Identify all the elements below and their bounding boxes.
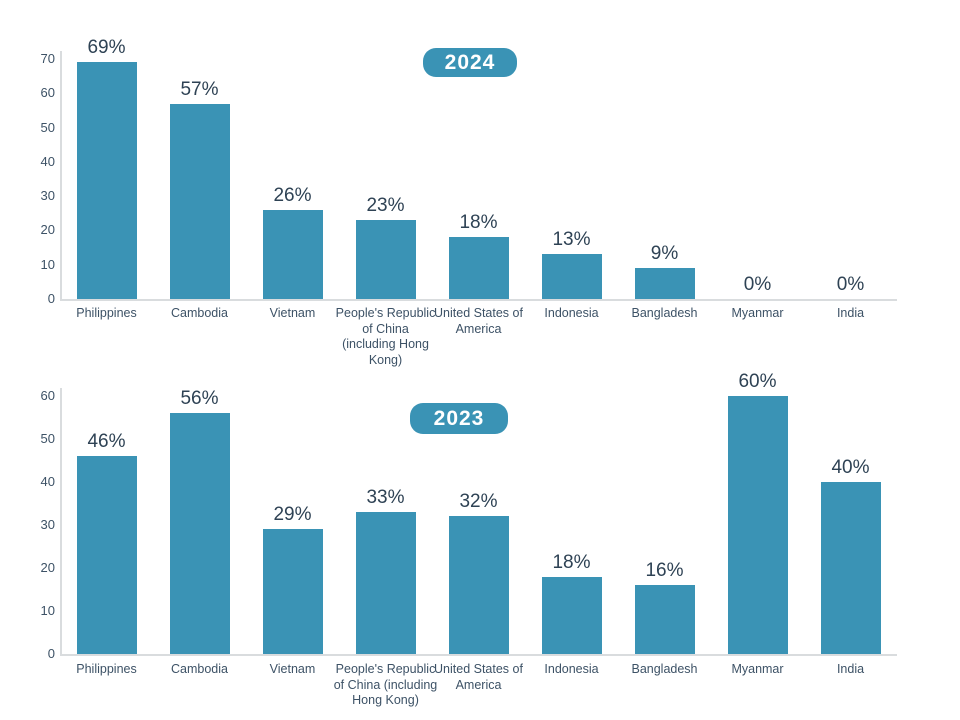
bar-value-label: 56% xyxy=(180,388,219,410)
bar-column-bangladesh: 16% xyxy=(618,396,711,654)
bar-column-indonesia: 13% xyxy=(525,59,618,299)
bar-vietnam xyxy=(262,529,323,654)
bar-value-label: 33% xyxy=(366,487,405,509)
bar-column-india: 40% xyxy=(804,396,897,654)
y-tick-label: 70 xyxy=(40,51,55,66)
y-tick-label: 30 xyxy=(40,188,55,204)
category-label-cambodia: Cambodia xyxy=(171,306,228,320)
category-label-united-states-of: United States of America xyxy=(434,306,523,336)
category-label-people-s-republic: People's Republic of China (including Ho… xyxy=(335,306,436,367)
bar-value-label: 26% xyxy=(273,184,312,206)
category-label-philippines: Philippines xyxy=(76,306,137,320)
x-axis-line xyxy=(60,299,897,301)
y-axis-line xyxy=(60,51,62,299)
bar-value-label: 18% xyxy=(459,212,498,234)
bar-value-label: 23% xyxy=(366,195,405,217)
bar-vietnam xyxy=(262,209,323,299)
bar-people-s-republic xyxy=(355,220,416,299)
y-tick-label: 40 xyxy=(40,474,55,489)
bar-column-philippines: 69% xyxy=(60,37,153,299)
bar-value-label: 13% xyxy=(552,229,591,251)
category-label-cambodia: Cambodia xyxy=(171,662,228,676)
category-label-vietnam: Vietnam xyxy=(269,306,316,320)
bar-column-people-s-republic: 33% xyxy=(339,396,432,654)
bar-column-vietnam: 29% xyxy=(246,396,339,654)
bar-philippines xyxy=(76,456,137,654)
y-tick-label: 30 xyxy=(40,517,55,532)
category-label-bangladesh: Bangladesh xyxy=(631,662,698,676)
category-label-indonesia: Indonesia xyxy=(544,662,599,676)
bar-cambodia xyxy=(169,413,230,654)
bar-philippines xyxy=(76,62,137,299)
bar-column-india: 0% xyxy=(804,59,897,299)
y-tick-label: 60 xyxy=(40,388,55,403)
bar-indonesia xyxy=(541,576,602,654)
bar-value-label: 46% xyxy=(87,431,126,453)
bar-value-label: 0% xyxy=(836,274,865,295)
category-label-bangladesh: Bangladesh xyxy=(631,306,698,320)
bar-value-label: 0% xyxy=(743,274,772,295)
bar-bangladesh xyxy=(634,585,695,654)
y-tick-label: 10 xyxy=(40,603,55,618)
bar-cambodia xyxy=(169,103,230,299)
y-tick-label: 50 xyxy=(40,119,55,135)
bar-column-vietnam: 26% xyxy=(246,59,339,299)
bar-people-s-republic xyxy=(355,512,416,654)
y-tick-label: 20 xyxy=(40,222,55,238)
bar-column-united-states-of: 18% xyxy=(432,59,525,299)
category-label-philippines: Philippines xyxy=(76,662,137,676)
bar-column-bangladesh: 9% xyxy=(618,59,711,299)
bar-column-philippines: 46% xyxy=(60,396,153,654)
y-tick-label: 10 xyxy=(40,256,55,272)
bar-value-label: 69% xyxy=(87,37,126,59)
bar-value-label: 18% xyxy=(552,551,591,573)
y-tick-label: 60 xyxy=(40,85,55,101)
category-label-vietnam: Vietnam xyxy=(269,662,316,676)
bar-indonesia xyxy=(541,254,602,299)
category-label-myanmar: Myanmar xyxy=(731,306,784,320)
y-tick-label: 0 xyxy=(47,291,55,306)
bar-column-cambodia: 56% xyxy=(153,388,246,654)
bar-column-united-states-of: 32% xyxy=(432,396,525,654)
bar-india xyxy=(820,482,881,654)
plot-area: 46% 56% 29% 33% 32% 18% 16% 60% 40% xyxy=(60,371,897,654)
bar-value-label: 32% xyxy=(459,491,498,513)
bar-value-label: 40% xyxy=(831,457,870,478)
category-label-myanmar: Myanmar xyxy=(731,662,784,676)
year-badge-2023: 2023 xyxy=(410,403,508,434)
bar-bangladesh xyxy=(634,268,695,299)
plot-area: 69% 57% 26% 23% 18% 13% 9% 0% 0% xyxy=(60,37,897,299)
bar-column-indonesia: 18% xyxy=(525,396,618,654)
bar-column-myanmar: 0% xyxy=(711,59,804,299)
category-label-india: India xyxy=(836,306,865,320)
y-tick-label: 50 xyxy=(40,431,55,446)
category-label-india: India xyxy=(836,662,865,676)
bar-chart-2023: 0 10 20 30 40 50 60 46% 56% 29% 33% 32% 18% 16% 60% 40%… xyxy=(0,365,960,720)
bar-chart-2024: 0 10 20 30 40 50 60 70 69% 57% 26% 23% 18% 13% 9% 0% 0% P… xyxy=(40,37,897,367)
x-axis-line xyxy=(60,654,897,656)
bar-column-cambodia: 57% xyxy=(153,59,246,299)
y-axis-line xyxy=(60,388,62,654)
category-label-indonesia: Indonesia xyxy=(544,306,599,320)
category-label-united-states-of: United States of America xyxy=(434,662,523,692)
bar-column-people-s-republic: 23% xyxy=(339,59,432,299)
bar-value-label: 57% xyxy=(180,78,219,100)
bar-value-label: 9% xyxy=(650,243,679,265)
bar-united-states-of xyxy=(448,237,509,299)
y-tick-label: 40 xyxy=(40,153,55,169)
year-badge-2024: 2024 xyxy=(423,48,517,77)
bar-value-label: 16% xyxy=(645,560,684,582)
bar-myanmar xyxy=(727,396,788,654)
category-label-people-s-republic: People's Republic of China (including Ho… xyxy=(333,662,438,707)
bar-united-states-of xyxy=(448,516,509,654)
bar-value-label: 29% xyxy=(273,504,312,526)
y-tick-label: 20 xyxy=(40,560,55,575)
bar-column-myanmar: 60% xyxy=(711,371,804,654)
y-tick-label: 0 xyxy=(47,646,55,661)
bar-value-label: 60% xyxy=(738,371,777,392)
